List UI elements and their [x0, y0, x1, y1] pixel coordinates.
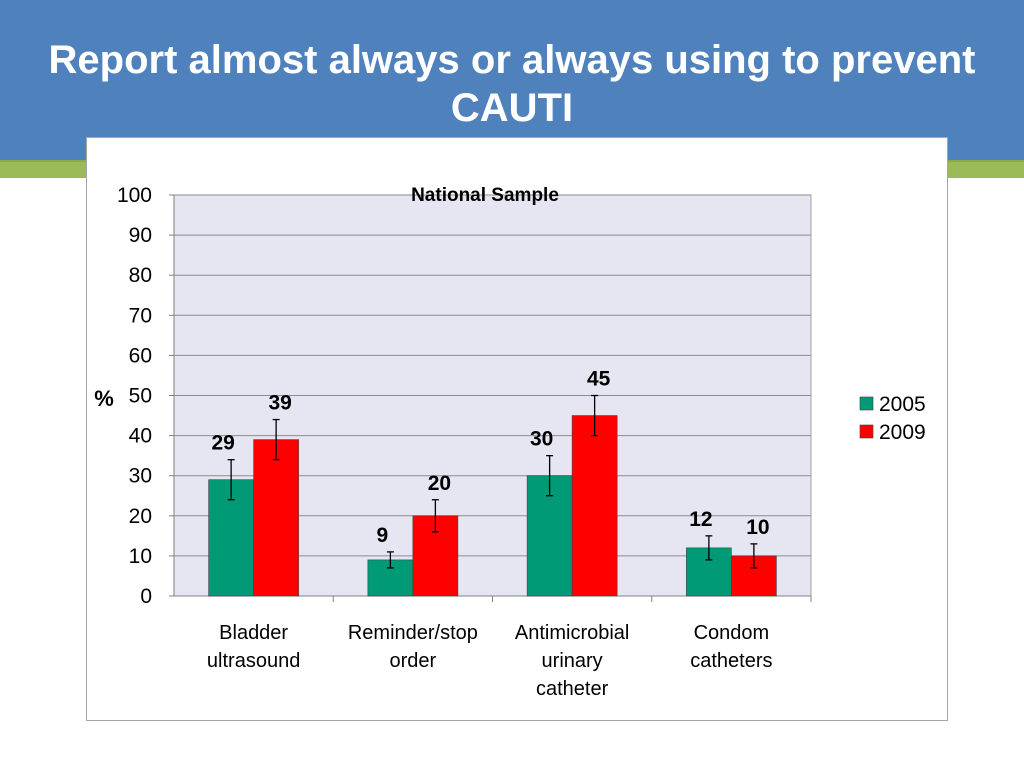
category-label: Condom [694, 622, 770, 644]
y-tick-label: 80 [129, 264, 152, 287]
chart-title: National Sample [411, 185, 559, 206]
y-tick-label: 20 [129, 505, 152, 528]
legend-label: 2009 [879, 421, 926, 444]
data-label: 29 [211, 432, 234, 455]
category-label: ultrasound [207, 650, 300, 672]
category-label: order [390, 650, 437, 672]
data-label: 30 [530, 428, 553, 451]
y-tick-label: 60 [129, 344, 152, 367]
data-label: 9 [377, 524, 389, 547]
data-label: 20 [428, 472, 451, 495]
slide-title: Report almost always or always using to … [48, 38, 976, 130]
legend-swatch-2005 [859, 396, 874, 411]
legend-swatch-2009 [859, 424, 874, 439]
header-band [0, 0, 1024, 162]
category-label: catheter [536, 678, 609, 700]
y-tick-label: 90 [129, 224, 152, 247]
legend-label: 2005 [879, 393, 926, 416]
category-label: Reminder/stop [348, 622, 478, 644]
y-tick-label: 50 [129, 385, 152, 408]
category-label: catheters [690, 650, 772, 672]
category-label: urinary [542, 650, 603, 672]
bar-2009 [571, 415, 618, 597]
y-axis-label: % [94, 386, 114, 411]
data-label: 45 [587, 368, 611, 391]
data-label: 10 [746, 516, 769, 539]
y-tick-label: 30 [129, 465, 152, 488]
y-tick-label: 100 [117, 184, 152, 207]
chart-frame: 0 10 20 30 40 50 60 70 80 90 100 National Sample% 29… [86, 137, 948, 721]
category-label: Bladder [219, 622, 288, 644]
data-label: 12 [689, 508, 712, 531]
y-tick-label: 40 [129, 425, 152, 448]
y-tick-label: 10 [129, 545, 152, 568]
y-tick-label: 0 [140, 585, 152, 608]
data-label: 39 [268, 392, 291, 415]
bar-2009 [253, 439, 299, 597]
y-tick-label: 70 [129, 304, 152, 327]
bar-chart: 0 10 20 30 40 50 60 70 80 90 100 National Sample% 29… [94, 184, 926, 700]
category-label: Antimicrobial [515, 622, 629, 644]
